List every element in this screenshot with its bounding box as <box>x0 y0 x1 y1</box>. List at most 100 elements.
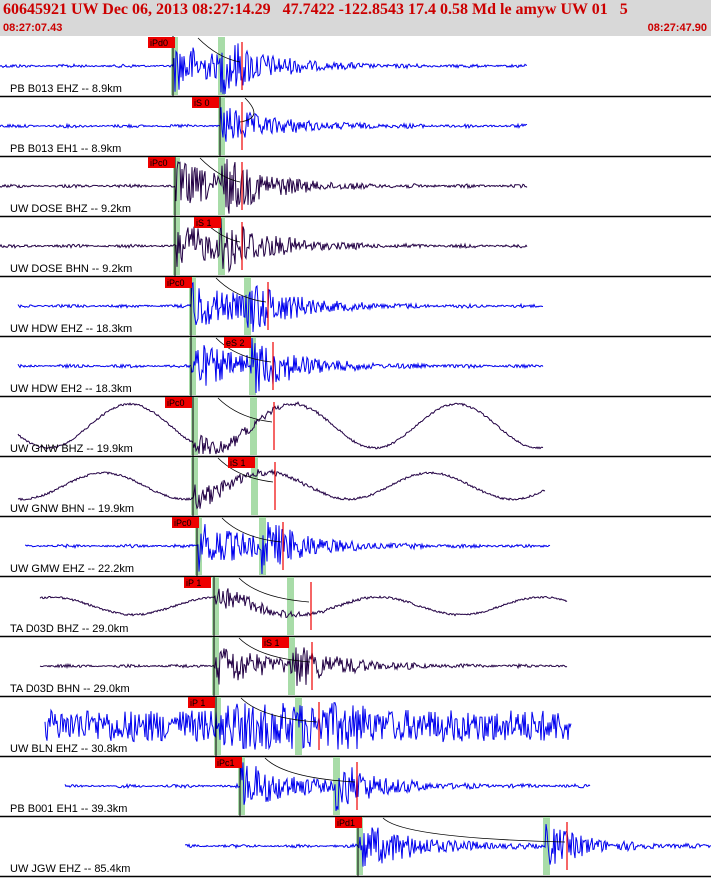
pick-marker[interactable]: iP 1 <box>184 577 211 588</box>
pick-marker[interactable]: iP 1 <box>188 697 215 708</box>
waveform-trace <box>17 337 544 394</box>
pick-box <box>192 97 219 108</box>
pick-marker[interactable]: iPc0 <box>165 397 192 408</box>
waveform-trace <box>39 647 568 686</box>
waveform-trace <box>39 588 568 619</box>
pick-box <box>148 37 175 48</box>
pick-box <box>228 457 255 468</box>
trace-row[interactable]: iPd1 UW JGW EHZ -- 85.4km <box>0 816 711 878</box>
pick-marker[interactable]: iPd1 <box>335 817 362 828</box>
waveform-trace <box>0 107 528 142</box>
event-header: 60645921 UW Dec 06, 2013 08:27:14.29 47.… <box>0 0 711 36</box>
station-label: UW HDW EH2 -- 18.3km <box>10 383 132 395</box>
arrival-curve <box>264 757 356 783</box>
trace-row[interactable]: iS 0 PB B013 EH1 -- 8.9km <box>0 96 711 158</box>
s-phase-band <box>251 457 258 515</box>
pick-box <box>194 217 221 228</box>
station-label: UW GNW BHN -- 19.9km <box>10 503 134 515</box>
s-phase-band <box>244 277 251 335</box>
waveform-trace <box>184 824 711 867</box>
station-label: PB B001 EH1 -- 39.3km <box>10 803 127 815</box>
trace-row[interactable]: iPd0 PB B013 EHZ -- 8.9km <box>0 36 711 98</box>
station-label: UW HDW EHZ -- 18.3km <box>10 323 132 335</box>
trace-row[interactable]: iPc0 UW GMW EHZ -- 22.2km <box>0 516 711 578</box>
p-phase-band <box>191 397 198 455</box>
station-label: PB B013 EHZ -- 8.9km <box>10 83 122 95</box>
p-phase-band <box>212 577 219 635</box>
station-label: UW JGW EHZ -- 85.4km <box>10 863 130 875</box>
pick-box <box>335 817 362 828</box>
waveform-trace <box>17 282 544 333</box>
pick-marker[interactable]: iPc0 <box>148 157 175 168</box>
pick-label: iP 1 <box>190 698 205 708</box>
trace-row[interactable]: iS 1 TA D03D BHN -- 29.0km <box>0 636 711 698</box>
waveform-trace <box>0 218 528 274</box>
pick-label: iPc0 <box>174 518 192 528</box>
station-label: PB B013 EH1 -- 8.9km <box>10 143 121 155</box>
trace-row[interactable]: iPc0 UW DOSE BHZ -- 9.2km <box>0 156 711 218</box>
pick-box <box>188 697 215 708</box>
waveform-trace <box>24 521 551 575</box>
p-phase-band <box>238 757 245 815</box>
p-phase-band <box>189 337 196 395</box>
waveform-trace <box>44 702 572 751</box>
station-label: UW GNW BHZ -- 19.9km <box>10 443 133 455</box>
pick-label: iS 0 <box>194 98 210 108</box>
arrival-curve <box>238 637 311 663</box>
trace-row[interactable]: iP 1 TA D03D BHZ -- 29.0km <box>0 576 711 638</box>
trace-row[interactable]: iPc0 UW GNW BHZ -- 19.9km <box>0 396 711 458</box>
arrival-curve <box>240 697 318 723</box>
s-phase-band <box>543 817 550 875</box>
arrival-curve <box>382 817 566 843</box>
station-label: TA D03D BHZ -- 29.0km <box>10 623 128 635</box>
pick-marker[interactable]: iS 1 <box>262 637 289 648</box>
pick-box <box>172 517 199 528</box>
trace-row[interactable]: iS 1 UW GNW BHN -- 19.9km <box>0 456 711 518</box>
pick-label: iPc1 <box>217 758 235 768</box>
p-phase-band <box>189 277 196 335</box>
pick-label: iPc0 <box>167 398 185 408</box>
pick-marker[interactable]: iPc0 <box>165 277 192 288</box>
station-label: UW GMW EHZ -- 22.2km <box>10 563 134 575</box>
trace-row[interactable]: iPc0 UW HDW EHZ -- 18.3km <box>0 276 711 338</box>
s-phase-band <box>287 577 294 635</box>
waveform-trace <box>17 468 546 510</box>
pick-label: iP 1 <box>186 578 201 588</box>
s-phase-band <box>218 157 225 215</box>
trace-row[interactable]: iP 1 UW BLN EHZ -- 30.8km <box>0 696 711 758</box>
arrival-curve <box>217 397 273 423</box>
pick-label: iS 1 <box>196 218 212 228</box>
arrival-curve <box>197 37 241 63</box>
waveform-trace <box>17 401 544 455</box>
arrival-curve <box>199 157 241 183</box>
pick-box <box>262 637 289 648</box>
trace-row[interactable]: iS 1 UW DOSE BHN -- 9.2km <box>0 216 711 278</box>
pick-box <box>224 337 251 348</box>
trace-row[interactable]: iPc1 PB B001 EH1 -- 39.3km <box>0 756 711 818</box>
pick-box <box>184 577 211 588</box>
pick-box <box>165 277 192 288</box>
pick-marker[interactable]: iS 1 <box>228 457 255 468</box>
pick-marker[interactable]: iPc0 <box>172 517 199 528</box>
pick-marker[interactable]: iS 0 <box>192 97 219 108</box>
arrival-curve <box>215 337 272 363</box>
seismogram-panel[interactable]: iPd0 PB B013 EHZ -- 8.9km iS 0 PB B013 EH1 … <box>0 36 711 878</box>
s-phase-band <box>333 757 340 815</box>
pick-label: iPd1 <box>337 818 355 828</box>
trace-row[interactable]: eS 2 UW HDW EH2 -- 18.3km <box>0 336 711 398</box>
pick-marker[interactable]: iPd0 <box>148 37 175 48</box>
waveform-trace <box>64 760 591 811</box>
station-label: UW BLN EHZ -- 30.8km <box>10 743 127 755</box>
pick-label: iPc0 <box>167 278 185 288</box>
pick-marker[interactable]: iS 1 <box>194 217 221 228</box>
station-label: UW DOSE BHZ -- 9.2km <box>10 203 131 215</box>
p-phase-band <box>214 697 221 755</box>
arrival-curve <box>239 97 255 123</box>
pick-marker[interactable]: iPc1 <box>215 757 242 768</box>
s-phase-band <box>250 397 257 455</box>
pick-label: eS 2 <box>226 338 245 348</box>
station-label: TA D03D BHN -- 29.0km <box>10 683 130 695</box>
pick-box <box>165 397 192 408</box>
pick-marker[interactable]: eS 2 <box>224 337 251 348</box>
waveform-trace <box>0 158 528 214</box>
